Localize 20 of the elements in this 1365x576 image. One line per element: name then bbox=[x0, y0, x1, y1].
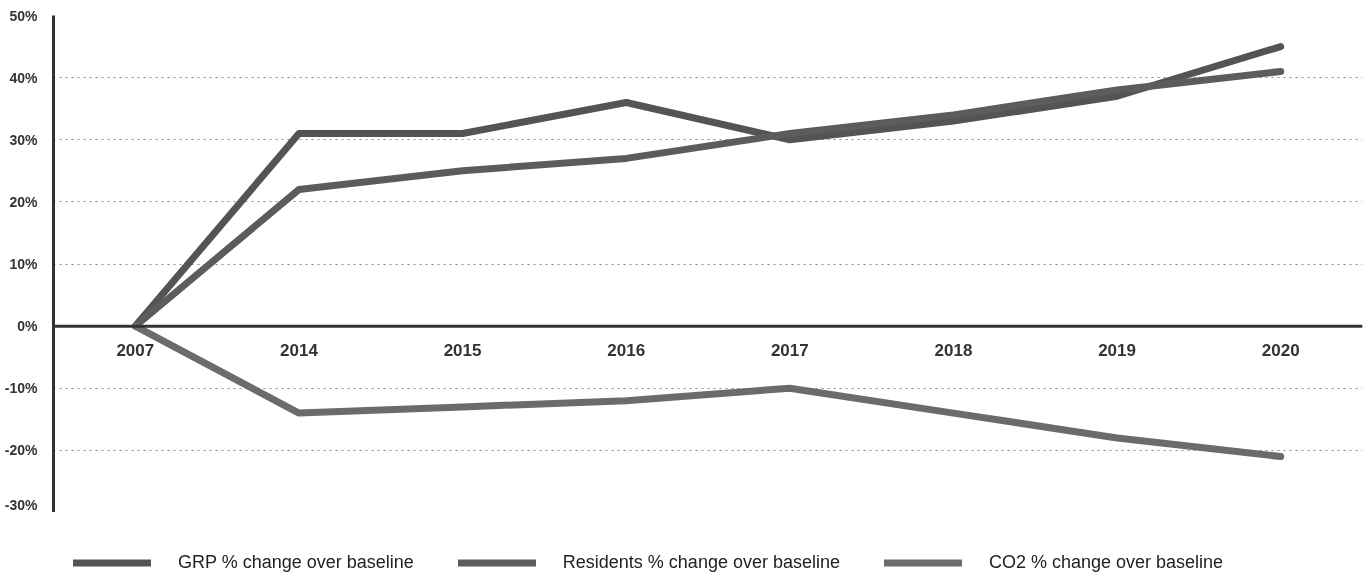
y-tick-label: -20% bbox=[4, 442, 39, 459]
x-tick-label: 2018 bbox=[934, 341, 973, 361]
y-tick-label: 0% bbox=[17, 318, 39, 335]
y-tick-label: 10% bbox=[9, 256, 39, 272]
x-tick-label: 2017 bbox=[770, 341, 809, 361]
y-tick-label: 40% bbox=[9, 69, 39, 86]
x-tick-label: 2016 bbox=[607, 341, 646, 361]
legend-label: Residents % change over baseline bbox=[562, 552, 840, 573]
y-tick-label: 50% bbox=[9, 7, 39, 24]
y-tick-label: 30% bbox=[9, 131, 39, 148]
x-tick-label: 2020 bbox=[1261, 341, 1300, 361]
y-tick-label: -10% bbox=[4, 380, 39, 397]
x-tick-label: 2019 bbox=[1098, 341, 1136, 361]
legend-label: CO2 % change over baseline bbox=[988, 552, 1224, 573]
y-tick-label: 20% bbox=[9, 193, 39, 210]
x-tick-label: 2015 bbox=[443, 341, 482, 361]
legend-label: GRP % change over baseline bbox=[178, 552, 414, 573]
x-tick-label: 2007 bbox=[116, 341, 155, 361]
x-tick-label: 2014 bbox=[280, 341, 319, 361]
y-tick-label: -30% bbox=[4, 496, 39, 513]
